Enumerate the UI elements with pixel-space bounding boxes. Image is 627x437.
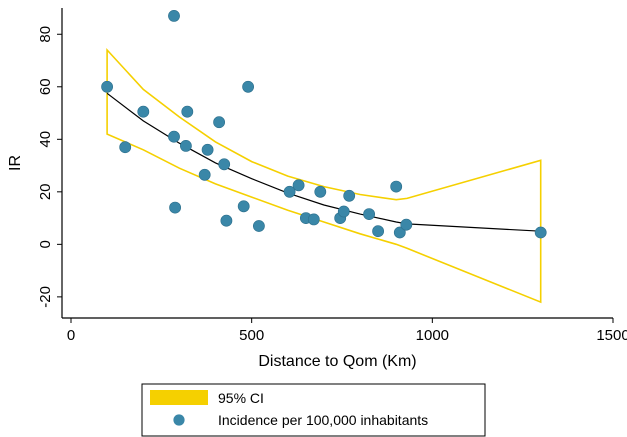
data-point [198,168,211,181]
data-point [307,213,320,226]
x-tick-label: 1500 [596,327,627,344]
axes: -20 0 20 40 60 80 0 500 1000 1500 IR Distance to… [7,8,627,370]
data-point [213,116,225,129]
data-point [372,225,384,238]
legend: 95% CI Incidence per 100,000 inhabitants [141,383,486,437]
data-point [137,105,150,118]
y-tick-label: 20 [37,183,54,200]
data-point [534,226,547,239]
data-point [314,185,327,198]
data-point [237,200,250,213]
y-tick-label: 40 [37,131,54,148]
data-point [169,201,181,214]
ci-band [106,47,542,304]
data-point [220,214,233,227]
legend-label-incidence: Incidence per 100,000 inhabitants [218,412,428,428]
data-point [292,179,305,192]
x-tick-label: 500 [239,327,264,344]
data-point [168,9,180,22]
data-point [242,80,254,93]
legend-label-ci: 95% CI [218,390,264,406]
plot-area [101,9,547,304]
legend-swatch-ci-band [150,390,208,405]
data-point [400,218,413,231]
y-tick-label: 80 [37,26,54,43]
data-point [337,205,350,218]
data-point [390,180,403,193]
y-tick-label: 60 [37,78,54,95]
data-point [168,130,180,143]
data-point [101,80,113,93]
data-point [283,185,296,198]
data-point [201,143,214,156]
data-point [252,220,265,232]
data-point [343,189,356,202]
data-point [181,105,194,118]
legend-swatch-marker [173,414,185,426]
y-axis-title: IR [7,155,24,171]
data-point [393,226,406,239]
x-tick-label: 0 [67,327,75,344]
y-axis-ticks: -20 0 20 40 60 80 [37,26,62,308]
data-point [363,208,375,220]
y-tick-label: -20 [37,286,54,308]
x-axis-title: Distance to Qom (Km) [258,353,416,370]
x-tick-label: 1000 [416,327,449,344]
data-point [218,158,231,171]
x-axis-ticks: 0 500 1000 1500 [67,318,627,344]
y-tick-label: 0 [37,240,54,248]
data-point [179,139,192,152]
data-point [119,141,132,154]
